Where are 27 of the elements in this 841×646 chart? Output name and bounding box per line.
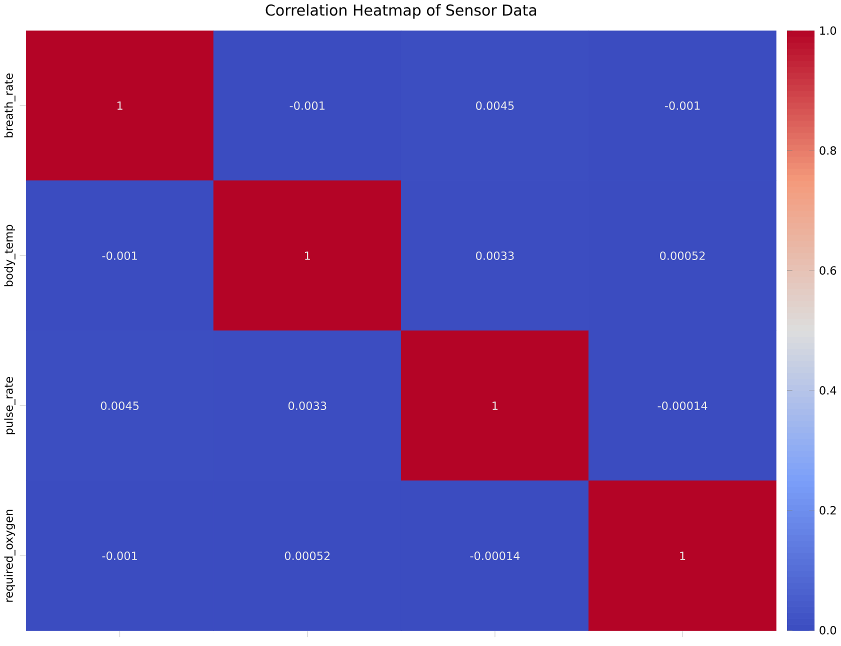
data-label: 1 [305,252,310,260]
y-tick-label: required_oxygen [4,510,16,602]
data-label: -0.001 [102,552,137,560]
color-bar-label: 1.0 [820,26,836,36]
data-label: 0.0045 [476,102,514,110]
data-label: 1 [492,402,498,410]
color-bar-label: 0.0 [820,626,836,635]
data-label: 0.0033 [476,252,514,260]
data-label: -0.001 [664,102,700,110]
data-label: -0.00014 [470,552,520,560]
color-bar-label: 0.4 [820,386,836,395]
color-bar-label: 0.2 [820,506,836,515]
y-tick-label: pulse_rate [4,377,16,434]
data-label: 0.0033 [288,402,326,410]
data-label: 0.0045 [100,402,139,410]
data-label: 1 [117,102,122,110]
chart-title: Correlation Heatmap of Sensor Data [266,4,536,19]
y-tick-label: breath_rate [4,74,16,138]
data-label: 0.00052 [284,552,330,560]
data-label: 1 [680,552,686,560]
data-label: -0.00014 [658,402,708,410]
data-label: -0.001 [102,252,137,260]
data-label: 0.00052 [660,252,705,260]
color-bar-label: 0.8 [820,146,836,155]
y-tick-label: body_temp [4,225,16,286]
color-bar-label: 0.6 [820,266,836,275]
data-label: -0.001 [290,102,324,110]
